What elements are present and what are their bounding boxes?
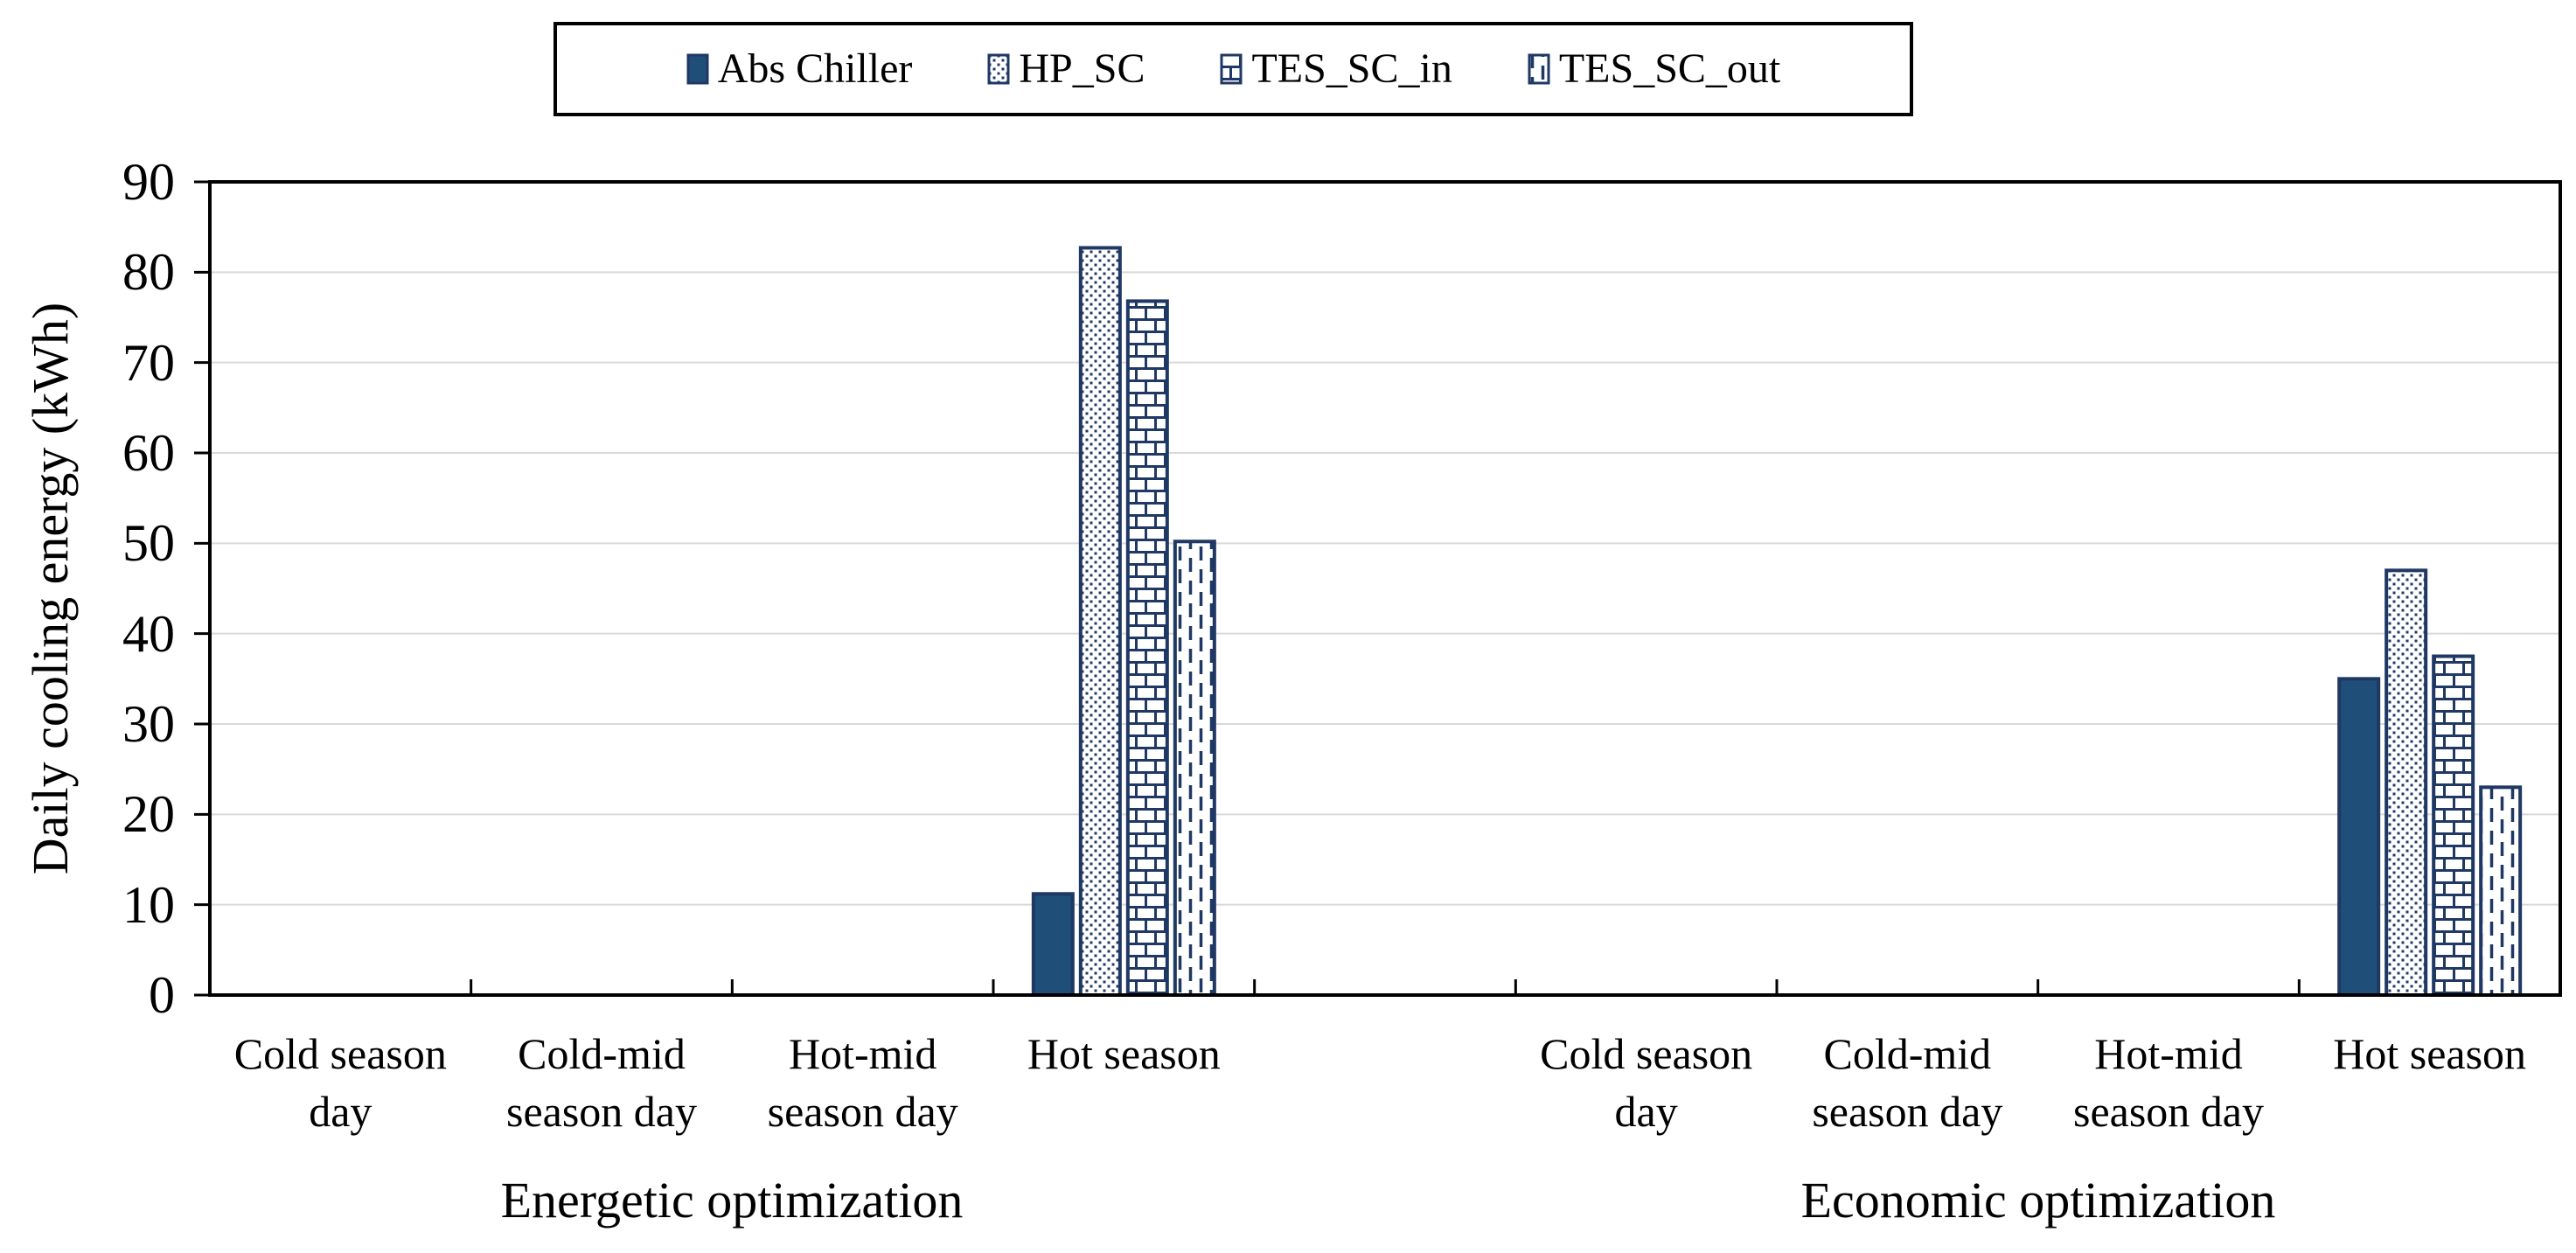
group-label-economic-optimization: Economic optimization [1800,1172,2276,1229]
legend-label-hp-sc: HP_SC [1019,45,1145,92]
legend-label-tes-sc-out: TES_SC_out [1558,45,1781,92]
legend-item-tes-sc-in: TES_SC_in [1220,45,1452,93]
y-tick-label-70: 70 [122,333,175,392]
legend-swatch-tes-sc-in [1220,53,1243,85]
y-tick-label-80: 80 [122,243,175,302]
legend-label-tes-sc-in: TES_SC_in [1251,45,1452,92]
y-tick-label-20: 20 [122,785,175,844]
bar-energetic-hot-season-tes-sc-out [1173,539,1216,997]
bar-energetic-hot-season-tes-sc-in [1125,299,1169,997]
legend-swatch-tes-sc-out [1528,53,1550,85]
category-label-energetic-hot-mid-season-day: Hot-mid season day [767,1029,958,1136]
y-tick-label-30: 30 [122,695,175,753]
legend-item-abs-chiller: Abs Chiller [686,45,913,93]
bar-economic-hot-season-tes-sc-in [2432,654,2475,997]
plot-border [208,180,2562,997]
legend-swatch-abs-chiller [686,53,709,85]
bar-economic-hot-season-tes-sc-out [2479,785,2523,997]
y-tick-label-10: 10 [122,875,175,934]
category-label-economic-cold-season-day: Cold season day [1540,1029,1753,1136]
legend-item-tes-sc-out: TES_SC_out [1528,45,1780,93]
category-label-economic-cold-mid-season-day: Cold-mid season day [1812,1029,2003,1136]
legend-item-hp-sc: HP_SC [987,45,1145,93]
bar-economic-hot-season-abs-chiller [2337,677,2381,997]
category-label-energetic-hot-season: Hot season [1027,1029,1221,1078]
category-label-economic-hot-season: Hot season [2333,1029,2527,1078]
y-tick-label-0: 0 [149,966,175,1024]
y-tick-label-60: 60 [122,424,175,482]
group-label-energetic-optimization: Energetic optimization [500,1172,964,1229]
legend-label-abs-chiller: Abs Chiller [717,45,913,92]
legend: Abs Chiller HP_SC TES_SC_in TES_SC_out [553,22,1913,116]
legend-swatch-hp-sc [987,53,1010,85]
category-label-energetic-cold-season-day: Cold season day [233,1029,447,1136]
bar-economic-hot-season-hp-sc [2385,568,2428,997]
y-tick-label-50: 50 [122,514,175,573]
category-label-economic-hot-mid-season-day: Hot-mid season day [2073,1029,2264,1136]
y-tick-label-40: 40 [122,604,175,663]
bar-energetic-hot-season-hp-sc [1078,246,1122,997]
y-tick-label-90: 90 [122,153,175,211]
bar-energetic-hot-season-abs-chiller [1031,892,1075,997]
category-label-energetic-cold-mid-season-day: Cold-mid season day [506,1029,697,1136]
